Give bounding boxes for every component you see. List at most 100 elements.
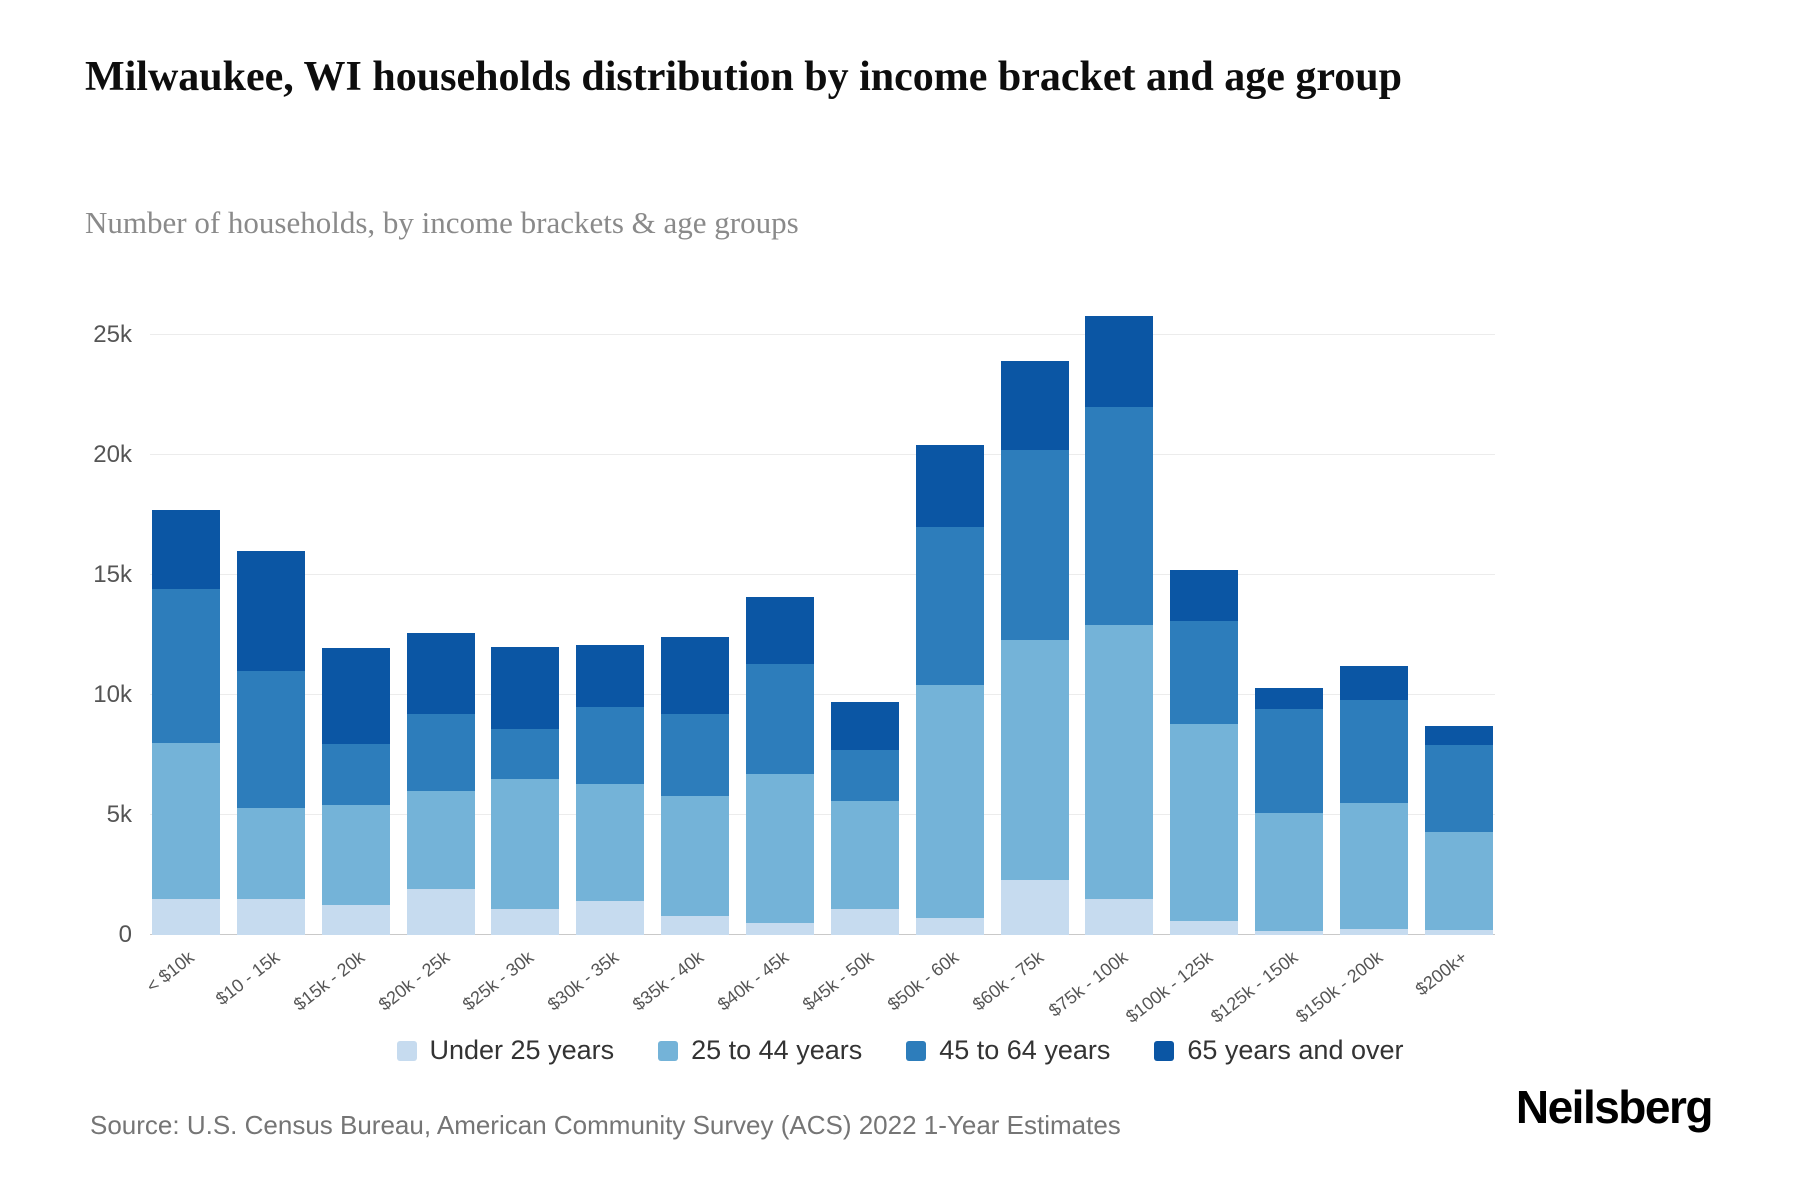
bar-segment[interactable] — [236, 551, 305, 672]
bar-segment[interactable] — [830, 908, 899, 935]
y-axis-tick-label: 5k — [106, 801, 132, 828]
bar-segment[interactable] — [830, 800, 899, 909]
bar-segment[interactable] — [1424, 930, 1493, 935]
bar-group: $75k - 100k — [1045, 315, 1154, 1021]
bar-segment[interactable] — [1085, 315, 1154, 408]
bar-segment[interactable] — [321, 648, 390, 745]
bar-segment[interactable] — [1170, 723, 1239, 921]
stacked-bar[interactable] — [1170, 570, 1239, 935]
legend-swatch — [906, 1040, 927, 1061]
stacked-bar[interactable] — [1000, 361, 1069, 935]
bar-segment[interactable] — [1000, 450, 1069, 640]
bar-group: $20k - 25k — [374, 632, 475, 1015]
x-axis-tick-label: $60k - 75k — [968, 947, 1047, 1015]
stacked-bar[interactable] — [1255, 687, 1324, 935]
bar-segment[interactable] — [1340, 929, 1409, 935]
x-axis-tick-label: $150k - 200k — [1292, 947, 1387, 1027]
bar-segment[interactable] — [1000, 639, 1069, 880]
bar-segment[interactable] — [1340, 666, 1409, 700]
bar-segment[interactable] — [576, 901, 645, 935]
bar-segment[interactable] — [491, 908, 560, 935]
legend-item[interactable]: 25 to 44 years — [658, 1035, 862, 1066]
bar-segment[interactable] — [1085, 899, 1154, 935]
bar-segment[interactable] — [746, 923, 815, 935]
bar-segment[interactable] — [1170, 570, 1239, 621]
bar-segment[interactable] — [1085, 625, 1154, 899]
stacked-bar[interactable] — [1340, 666, 1409, 935]
stacked-bar[interactable] — [576, 644, 645, 935]
stacked-bar[interactable] — [491, 647, 560, 935]
bar-segment[interactable] — [152, 899, 220, 935]
bar-segment[interactable] — [746, 663, 815, 775]
bar-segment[interactable] — [1255, 709, 1324, 813]
bar-segment[interactable] — [1255, 687, 1324, 710]
stacked-bar[interactable] — [661, 637, 730, 935]
bar-segment[interactable] — [746, 774, 815, 923]
bar-segment[interactable] — [1424, 726, 1493, 746]
bar-segment[interactable] — [915, 918, 984, 935]
bar-segment[interactable] — [1424, 831, 1493, 931]
bar-segment[interactable] — [1000, 879, 1069, 935]
bar-segment[interactable] — [152, 743, 220, 899]
stacked-bar[interactable] — [321, 648, 390, 935]
chart-subtitle: Number of households, by income brackets… — [85, 205, 799, 240]
bar-segment[interactable] — [661, 637, 730, 715]
bar-segment[interactable] — [576, 644, 645, 708]
bar-segment[interactable] — [1170, 920, 1239, 935]
bar-segment[interactable] — [152, 510, 220, 590]
y-axis-tick-label: 15k — [93, 561, 132, 588]
bar-segment[interactable] — [1085, 407, 1154, 626]
bar-segment[interactable] — [491, 728, 560, 780]
bar-segment[interactable] — [661, 714, 730, 796]
bar-segment[interactable] — [576, 783, 645, 902]
bar-segment[interactable] — [830, 702, 899, 751]
bar-segment[interactable] — [236, 807, 305, 899]
bar-segment[interactable] — [1340, 803, 1409, 929]
stacked-bar[interactable] — [406, 632, 475, 935]
bar-segment[interactable] — [321, 805, 390, 905]
bar-segment[interactable] — [491, 647, 560, 729]
legend-item[interactable]: 65 years and over — [1154, 1035, 1404, 1066]
bar-segment[interactable] — [1000, 361, 1069, 451]
stacked-bar[interactable] — [746, 596, 815, 935]
stacked-bar[interactable] — [830, 702, 899, 935]
bar-segment[interactable] — [830, 750, 899, 801]
bar-segment[interactable] — [915, 445, 984, 528]
bar-segment[interactable] — [1255, 812, 1324, 932]
bar-segment[interactable] — [321, 744, 390, 806]
bar-segment[interactable] — [1424, 745, 1493, 832]
bar-segment[interactable] — [406, 791, 475, 890]
bar-segment[interactable] — [661, 915, 730, 935]
bar-group: $40k - 45k — [714, 596, 815, 1015]
bar-segment[interactable] — [915, 527, 984, 686]
bar-segment[interactable] — [661, 795, 730, 916]
x-axis-tick-label: $10 - 15k — [211, 947, 284, 1009]
bar-segment[interactable] — [491, 779, 560, 909]
x-axis-tick-label: $125k - 150k — [1207, 947, 1302, 1027]
bar-segment[interactable] — [406, 632, 475, 715]
legend-item[interactable]: Under 25 years — [396, 1035, 614, 1066]
bar-segment[interactable] — [152, 589, 220, 743]
bar-segment[interactable] — [915, 685, 984, 919]
bar-group: $10 - 15k — [212, 551, 305, 1009]
y-axis-tick-label: 20k — [93, 441, 132, 468]
bar-segment[interactable] — [576, 707, 645, 784]
stacked-bar[interactable] — [915, 445, 984, 935]
stacked-bar[interactable] — [1085, 315, 1154, 935]
stacked-bar[interactable] — [236, 551, 305, 935]
bar-segment[interactable] — [236, 899, 305, 935]
bar-segment[interactable] — [406, 889, 475, 935]
legend-swatch — [396, 1040, 417, 1061]
bar-segment[interactable] — [406, 714, 475, 792]
x-axis-tick-label: $40k - 45k — [713, 947, 793, 1015]
bar-segment[interactable] — [321, 905, 390, 935]
bar-segment[interactable] — [1340, 699, 1409, 803]
bar-segment[interactable] — [1255, 931, 1324, 935]
bar-segment[interactable] — [1170, 620, 1239, 724]
legend-item[interactable]: 45 to 64 years — [906, 1035, 1110, 1066]
stacked-bar[interactable] — [1424, 726, 1493, 935]
bar-segment[interactable] — [746, 596, 815, 664]
bar-segment[interactable] — [236, 671, 305, 808]
stacked-bar[interactable] — [152, 510, 220, 935]
y-axis-tick-label: 25k — [93, 321, 132, 348]
